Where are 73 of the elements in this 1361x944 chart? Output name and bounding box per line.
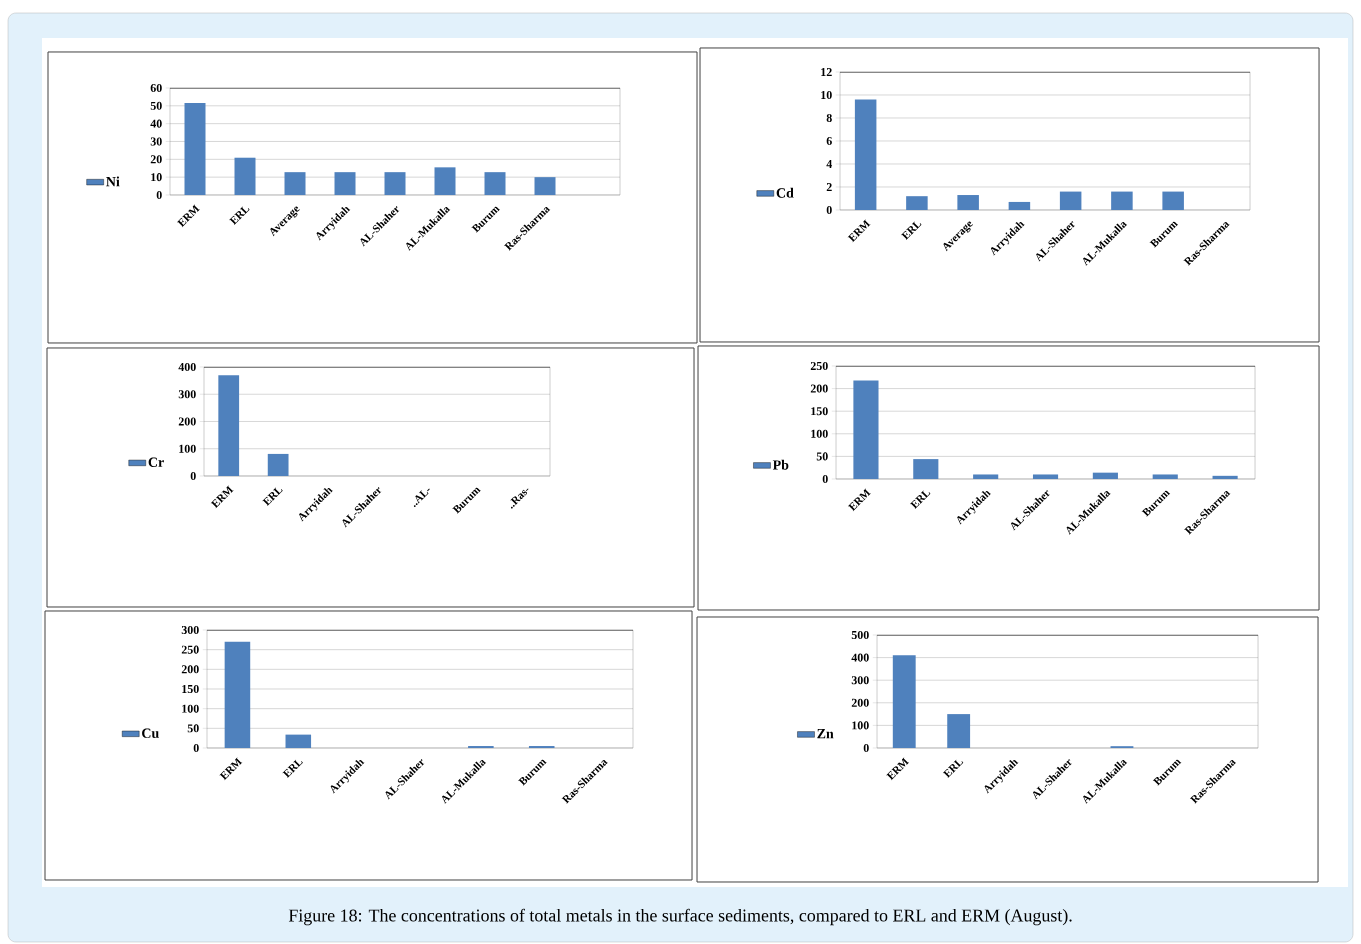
bar: [973, 474, 999, 479]
bar: [1092, 472, 1118, 479]
bar: [957, 195, 979, 210]
bar: [1212, 475, 1238, 479]
y-tick-label: 0: [156, 190, 162, 200]
y-tick-label: 200: [851, 698, 869, 707]
bar: [184, 102, 206, 195]
y-tick-label: 300: [851, 676, 869, 685]
y-tick-label: 8: [826, 113, 832, 123]
bar: [913, 459, 939, 479]
y-tick-label: 250: [810, 361, 828, 371]
y-tick-label: 4: [826, 160, 833, 168]
y-tick-label: 6: [826, 136, 832, 145]
y-tick-label: 200: [810, 384, 828, 393]
x-tick-label: ERL: [942, 759, 964, 779]
bar: [1162, 191, 1184, 210]
bar: [284, 172, 306, 195]
y-tick-label: 20: [150, 155, 162, 164]
bar: [234, 157, 256, 195]
y-tick-label: 200: [181, 665, 199, 674]
y-tick-label: 400: [851, 653, 869, 662]
y-tick-label: 50: [187, 724, 199, 733]
y-tick-label: 10: [821, 90, 832, 100]
y-tick-label: 0: [826, 205, 832, 215]
y-tick-label: 400: [178, 362, 196, 372]
legend-label: Cu: [142, 728, 159, 738]
bar: [892, 655, 916, 748]
bar: [1152, 474, 1178, 479]
bar: [384, 172, 406, 195]
bar: [853, 380, 879, 479]
y-tick-label: 2: [826, 183, 832, 191]
legend-label: Pb: [772, 459, 789, 470]
caption: Figure 18: The concentrations of total metals in the surface sediments, compared to ERL and ERM (August).: [288, 908, 1072, 926]
y-tick-label: 100: [179, 444, 196, 453]
legend-label: Ni: [106, 176, 120, 187]
y-tick-label: 60: [150, 83, 162, 93]
y-tick-label: 50: [150, 101, 162, 110]
bar: [1032, 474, 1059, 479]
y-tick-label: 10: [151, 173, 162, 182]
legend-label: Zn: [817, 729, 834, 739]
y-tick-label: 0: [863, 743, 869, 753]
bar: [534, 177, 556, 195]
y-tick-label: 50: [816, 452, 828, 461]
bar: [484, 172, 506, 195]
y-tick-label: 30: [150, 137, 162, 146]
bar: [285, 734, 312, 748]
bar: [224, 641, 251, 748]
y-tick-label: 500: [851, 630, 869, 640]
y-tick-label: 150: [182, 684, 199, 694]
y-tick-label: 100: [182, 704, 199, 713]
bar: [1008, 201, 1031, 210]
bar: [1111, 191, 1133, 210]
y-tick-label: 0: [822, 474, 828, 484]
legend-label: Cd: [776, 187, 794, 198]
bar: [334, 172, 356, 195]
bar: [947, 714, 971, 748]
bar: [906, 196, 928, 210]
y-tick-label: 40: [150, 119, 162, 128]
legend-label: Cr: [148, 457, 164, 467]
y-tick-label: 100: [811, 429, 828, 438]
y-tick-label: 150: [811, 407, 828, 416]
y-tick-label: 300: [178, 390, 196, 399]
y-tick-label: 300: [181, 625, 199, 635]
bar: [1059, 191, 1082, 210]
x-tick-label: ERL: [282, 759, 303, 779]
bar: [434, 167, 456, 195]
y-tick-label: 0: [193, 743, 199, 753]
y-tick-label: 12: [821, 68, 832, 76]
y-tick-label: 250: [181, 645, 199, 654]
y-tick-label: 100: [852, 721, 869, 730]
y-tick-label: 0: [190, 471, 196, 481]
y-tick-label: 200: [178, 417, 196, 426]
bar: [854, 99, 877, 210]
